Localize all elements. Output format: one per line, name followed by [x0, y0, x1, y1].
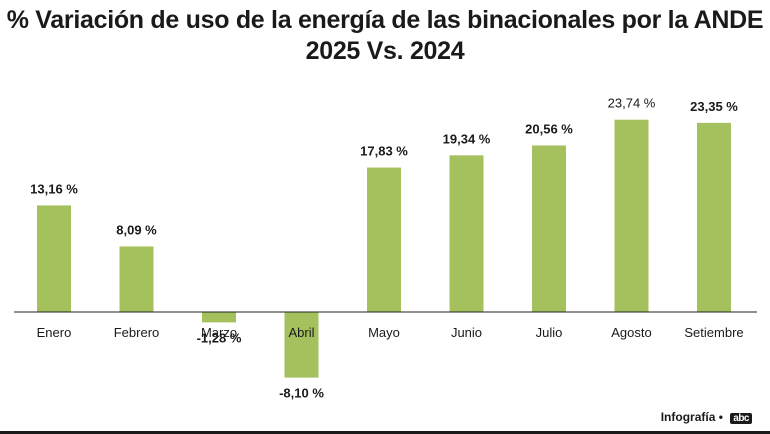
bar-abril [284, 312, 319, 378]
data-label-febrero: 8,09 % [116, 222, 157, 237]
data-label-julio: 20,56 % [525, 121, 573, 136]
data-label-marzo: -1,28 % [197, 330, 242, 345]
category-label-agosto: Agosto [611, 325, 651, 340]
brand-logo: abc [730, 413, 752, 424]
bar-agosto [614, 119, 649, 313]
bar-junio [449, 155, 484, 312]
credit: Infografía • abc [661, 410, 752, 424]
chart-title: % Variación de uso de la energía de las … [6, 6, 764, 34]
bar-julio [532, 145, 566, 312]
data-label-agosto: 23,74 % [608, 96, 656, 111]
bar-marzo [202, 312, 236, 323]
category-label-febrero: Febrero [114, 325, 160, 340]
chart-subtitle: 2025 Vs. 2024 [305, 37, 465, 65]
category-label-setiembre: Setiembre [684, 325, 743, 340]
category-label-abril: Abril [288, 325, 314, 340]
data-label-setiembre: 23,35 % [690, 99, 738, 114]
category-label-enero: Enero [37, 325, 72, 340]
credit-separator: • [718, 410, 723, 424]
bar-mayo [367, 167, 401, 312]
category-label-julio: Julio [536, 325, 563, 340]
bar-febrero [119, 246, 154, 312]
category-label-junio: Junio [451, 325, 482, 340]
bottom-rule [0, 431, 770, 434]
data-label-mayo: 17,83 % [360, 144, 408, 159]
category-label-marzo: Marzo [201, 325, 237, 340]
data-label-enero: 13,16 % [30, 181, 78, 196]
credit-label: Infografía [660, 410, 716, 424]
bar-setiembre [697, 122, 731, 313]
data-label-abril: -8,10 % [279, 386, 324, 401]
data-label-junio: 19,34 % [443, 131, 491, 146]
category-label-mayo: Mayo [368, 325, 400, 340]
bar-enero [37, 205, 71, 312]
